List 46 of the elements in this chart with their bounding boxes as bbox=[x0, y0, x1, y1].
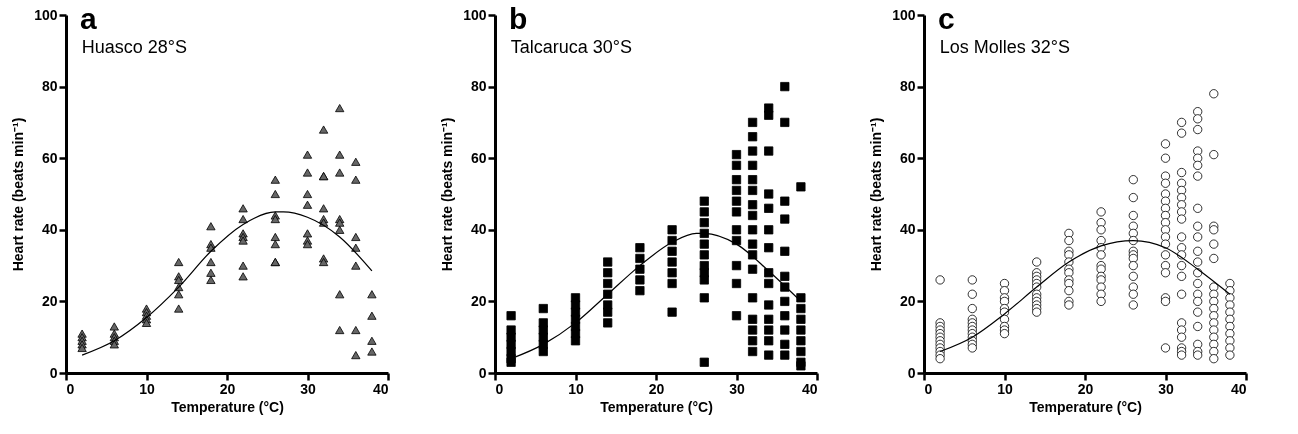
x-tick-label: 40 bbox=[801, 380, 818, 397]
y-tick-label: 80 bbox=[41, 78, 58, 95]
x-tick-label: 30 bbox=[729, 380, 745, 397]
y-tick-label: 100 bbox=[463, 6, 487, 23]
x-tick-label: 30 bbox=[1158, 380, 1174, 397]
line-series bbox=[81, 211, 373, 356]
y-tick-label: 0 bbox=[49, 364, 58, 381]
annotation: a bbox=[80, 2, 97, 35]
x-tick-label: 20 bbox=[219, 380, 236, 397]
y-tick-label: 40 bbox=[470, 221, 487, 238]
y-tick-label: 60 bbox=[470, 149, 487, 166]
x-tick-label: 30 bbox=[300, 380, 316, 397]
y-tick-label: 60 bbox=[41, 149, 58, 166]
y-axis-title: Heart rate (beats min⁻¹) bbox=[868, 117, 885, 272]
y-tick-label: 20 bbox=[899, 292, 916, 309]
y-tick-label: 60 bbox=[899, 149, 916, 166]
x-tick-label: 20 bbox=[648, 380, 665, 397]
x-tick-label: 0 bbox=[66, 380, 75, 397]
y-tick-label: 100 bbox=[34, 6, 58, 23]
y-tick-label: 100 bbox=[892, 6, 916, 23]
x-tick-label: 40 bbox=[372, 380, 389, 397]
x-axis-title: Temperature (°C) bbox=[600, 398, 713, 415]
y-tick-label: 20 bbox=[41, 292, 58, 309]
text: Talcaruca 30°S bbox=[510, 37, 632, 57]
text: Huasco 28°S bbox=[81, 37, 187, 57]
y-tick-label: 20 bbox=[470, 292, 487, 309]
annotation: b bbox=[509, 2, 528, 35]
x-tick-label: 40 bbox=[1230, 380, 1247, 397]
x-tick-label: 10 bbox=[139, 380, 155, 397]
x-tick-label: 20 bbox=[1077, 380, 1094, 397]
y-axis-title: Heart rate (beats min⁻¹) bbox=[439, 117, 456, 272]
x-tick-label: 0 bbox=[495, 380, 504, 397]
x-axis-title: Temperature (°C) bbox=[1029, 398, 1142, 415]
y-tick-label: 0 bbox=[478, 364, 487, 381]
y-tick-label: 0 bbox=[907, 364, 916, 381]
x-tick-label: 10 bbox=[997, 380, 1013, 397]
y-axis-title: Heart rate (beats min⁻¹) bbox=[10, 117, 27, 272]
y-tick-label: 80 bbox=[470, 78, 487, 95]
annotation: c bbox=[938, 2, 955, 35]
x-tick-label: 10 bbox=[568, 380, 584, 397]
text: Los Molles 32°S bbox=[939, 37, 1070, 57]
x-tick-label: 0 bbox=[924, 380, 933, 397]
y-tick-label: 80 bbox=[899, 78, 916, 95]
y-tick-label: 40 bbox=[41, 221, 58, 238]
x-axis-title: Temperature (°C) bbox=[171, 398, 284, 415]
y-tick-label: 40 bbox=[899, 221, 916, 238]
